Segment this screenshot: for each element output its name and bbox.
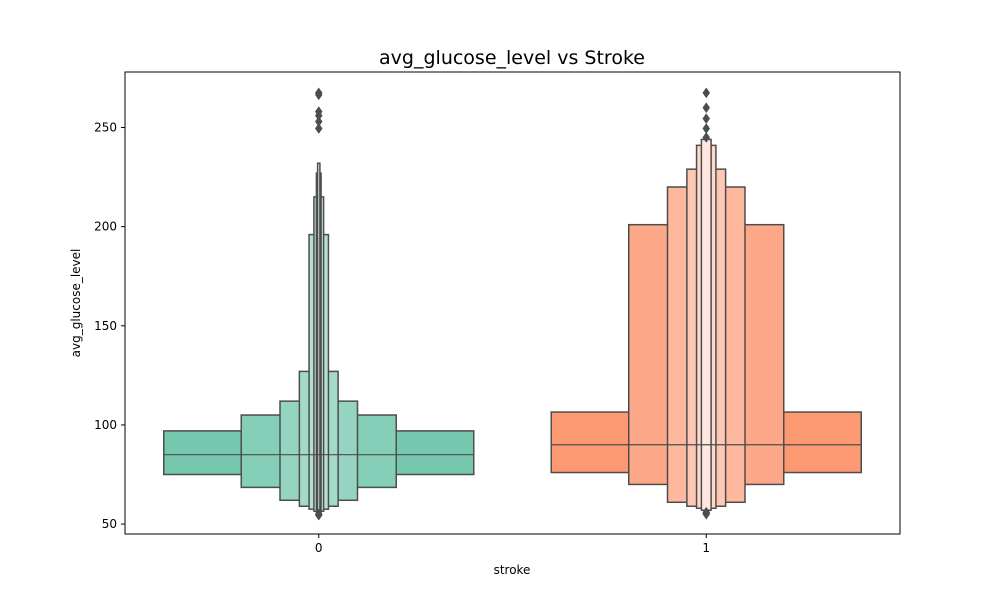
x-tick-label-1: 1 (702, 541, 710, 555)
boxes-layer (163, 138, 862, 514)
outlier-0-1 (314, 508, 323, 520)
outlier-1-7 (702, 87, 711, 99)
box-1-level-5 (700, 138, 712, 511)
outlier-0-7 (314, 87, 323, 99)
outlier-0-2 (314, 123, 323, 134)
y-tick-label-200: 200 (94, 220, 117, 234)
outlier-1-2 (702, 506, 711, 518)
outlier-1-6 (702, 102, 711, 114)
x-tick-label-0: 0 (315, 541, 323, 555)
plot-frame (124, 71, 901, 535)
x-axis-label: stroke (494, 563, 531, 577)
y-axis-label: avg_glucose_level (69, 249, 83, 358)
outlier-1-3 (702, 131, 711, 143)
y-tick-label-50: 50 (102, 517, 117, 531)
outlier-1-4 (702, 123, 711, 134)
y-tick-label-250: 250 (94, 121, 117, 135)
outlier-0-5 (314, 106, 323, 118)
outlier-0-3 (314, 116, 323, 128)
y-tick-label-150: 150 (94, 319, 117, 333)
outlier-layer (314, 87, 711, 521)
y-axis: 50 100 150 200 250 (94, 121, 125, 531)
outlier-1-5 (702, 113, 711, 125)
box-0-level-7 (316, 162, 321, 514)
y-tick-label-100: 100 (94, 418, 117, 432)
median-layer (163, 444, 862, 456)
chart-title: avg_glucose_level vs Stroke (379, 47, 645, 69)
